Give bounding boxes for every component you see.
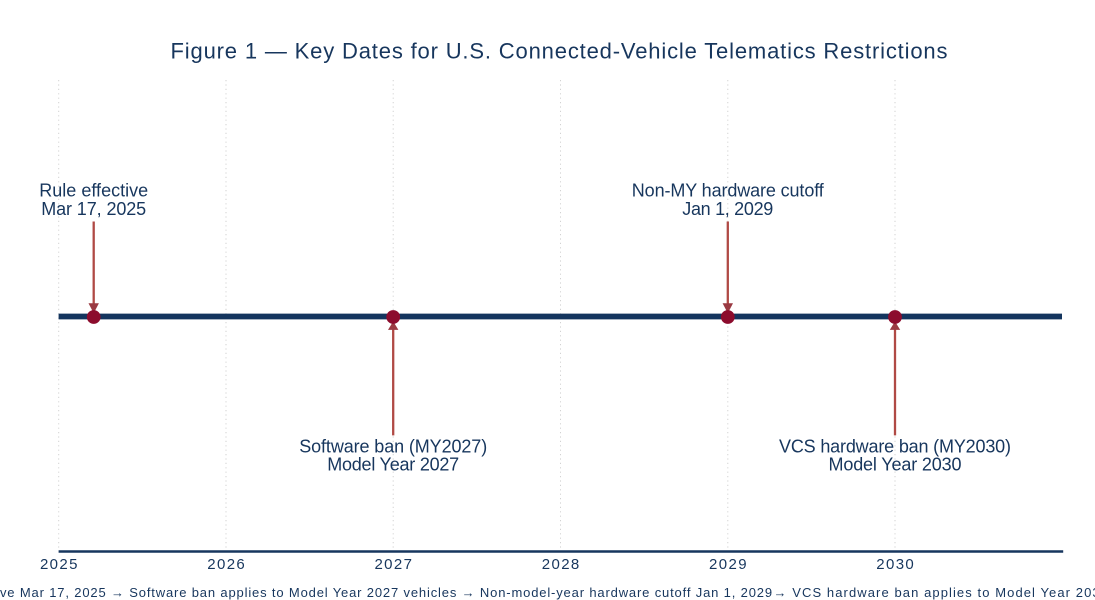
svg-text:Rule effective: Rule effective: [39, 181, 148, 201]
svg-text:2027: 2027: [374, 556, 412, 573]
svg-text:2028: 2028: [542, 556, 580, 573]
svg-text:2030: 2030: [876, 556, 914, 573]
svg-text:Non-MY hardware cutoff: Non-MY hardware cutoff: [632, 181, 825, 201]
svg-text:Figure 1 — Key Dates for U.S.: Figure 1 — Key Dates for U.S. Connected-…: [171, 39, 948, 64]
svg-text:Rule effective Mar 17, 2025 →: Rule effective Mar 17, 2025 → Software b…: [0, 585, 772, 600]
svg-text:Jan 1, 2029: Jan 1, 2029: [682, 199, 773, 219]
svg-text:Model Year 2027: Model Year 2027: [327, 455, 459, 475]
svg-text:Mar 17, 2025: Mar 17, 2025: [41, 199, 146, 219]
svg-text:VCS hardware ban (MY2030): VCS hardware ban (MY2030): [779, 436, 1011, 456]
svg-text:2029: 2029: [709, 556, 747, 573]
svg-text:2026: 2026: [207, 556, 245, 573]
svg-text:Model Year 2030: Model Year 2030: [829, 455, 962, 475]
svg-text:Software ban (MY2027): Software ban (MY2027): [299, 436, 487, 456]
svg-text:→ VCS hardware ban applies to: → VCS hardware ban applies to Model Year…: [774, 585, 1095, 600]
svg-text:2025: 2025: [40, 556, 77, 573]
